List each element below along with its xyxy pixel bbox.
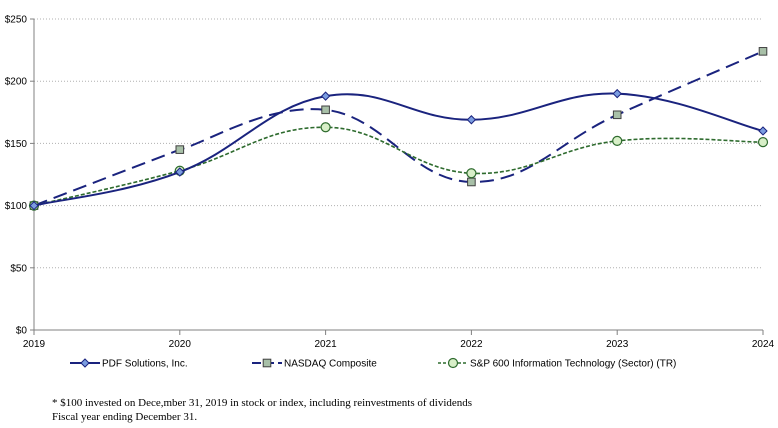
x-tick-label: 2021 (314, 339, 337, 350)
series-line (33, 50, 764, 207)
data-point-2022 (466, 115, 477, 125)
data-point-2020 (175, 167, 185, 177)
legend-marker (262, 358, 272, 368)
series-pdf-solutions-inc (29, 88, 768, 211)
y-axis-ticks: $0 $50 $100 $150 $200 $250 (5, 15, 34, 337)
x-tick-label: 2022 (460, 339, 483, 350)
legend-item: S&P 600 Information Technology (Sector) … (438, 357, 676, 370)
x-tick-label: 2020 (169, 339, 192, 350)
series-group (28, 47, 769, 211)
y-tick-label: $150 (5, 139, 28, 150)
data-point-2021 (320, 91, 331, 101)
y-tick-label: $100 (5, 201, 28, 212)
data-point-2021 (321, 105, 330, 115)
data-point-2024 (757, 137, 769, 148)
series-line (33, 92, 764, 207)
data-point-2023 (612, 135, 623, 147)
legend-label: NASDAQ Composite (284, 359, 377, 370)
footnotes: * $100 invested on Dece,mber 31, 2019 in… (52, 396, 472, 424)
x-axis-ticks: 2019 2020 2021 2022 2023 2024 (23, 330, 775, 350)
y-tick-label: $0 (16, 326, 28, 337)
data-point-2024 (758, 47, 768, 56)
series-s-p-600-information-technology-sector-tr (28, 122, 769, 211)
y-tick-label: $250 (5, 15, 28, 26)
x-tick-label: 2024 (752, 339, 775, 350)
data-point-2020 (175, 145, 185, 154)
legend-item: NASDAQ Composite (252, 359, 377, 370)
footnote-investment: * $100 invested on Dece,mber 31, 2019 in… (52, 397, 473, 409)
legend-item: PDF Solutions, Inc. (70, 358, 188, 370)
chart: $0$50$100$150$200$250 2019 2020 2021 2022 20… (5, 15, 775, 370)
data-point-2021 (320, 122, 331, 133)
y-tick-label: $50 (10, 263, 27, 274)
legend: PDF Solutions, Inc. NASDAQ Composite S&P 6… (70, 357, 676, 370)
series-line (33, 126, 764, 207)
data-point-2024 (758, 126, 768, 136)
data-point-2023 (612, 110, 622, 120)
data-point-2022 (467, 177, 476, 187)
grid-lines (34, 18, 763, 269)
data-point-2022 (466, 168, 477, 179)
legend-marker (447, 357, 459, 369)
legend-label: PDF Solutions, Inc. (102, 359, 188, 370)
x-tick-label: 2019 (23, 339, 46, 350)
legend-marker (80, 358, 90, 368)
data-point-2019 (29, 200, 39, 211)
y-tick-label: $200 (5, 77, 28, 88)
axes (33, 19, 763, 331)
legend-label: S&P 600 Information Technology (Sector) … (470, 359, 676, 370)
data-point-2023 (612, 88, 622, 99)
footnote-fiscal-year: Fiscal year ending December 31. (52, 411, 198, 423)
x-tick-label: 2023 (606, 339, 629, 350)
